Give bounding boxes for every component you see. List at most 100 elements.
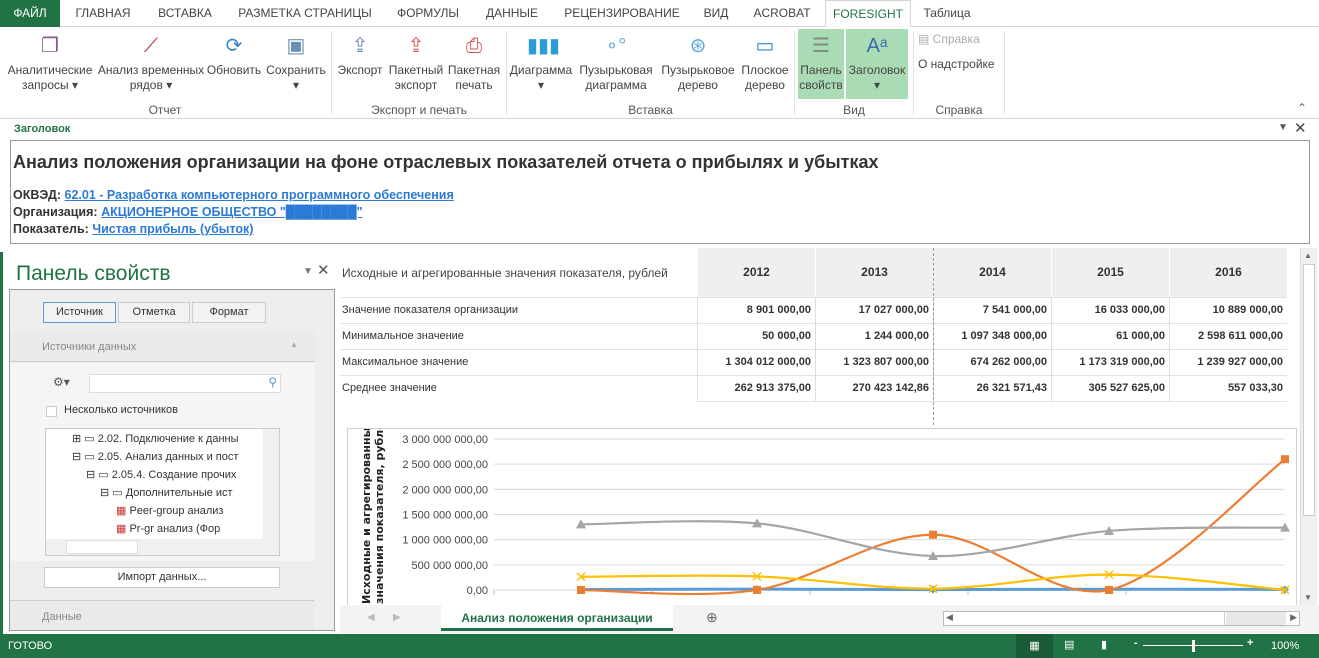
tab-acrobat[interactable]: ACROBAT — [753, 6, 811, 20]
tab-source[interactable]: Источник — [43, 302, 116, 323]
panel-title: Панель свойств — [16, 262, 171, 285]
multi-source-label: Несколько источников — [64, 404, 178, 416]
tree-item[interactable]: ⊞ ▭ 2.02. Подключение к данны — [72, 433, 239, 445]
bubble-tree-button[interactable]: ⊛ Пузырьковое дерево — [661, 35, 735, 92]
data-point — [752, 518, 762, 528]
tree-vscrollbar[interactable] — [263, 429, 279, 539]
multi-source-checkbox[interactable] — [46, 406, 57, 417]
time-series-button[interactable]: ⟋ Анализ временных рядов ▾ — [97, 35, 205, 92]
collapse-ribbon-icon[interactable]: ⌃ — [1296, 101, 1307, 115]
help-icon: ▤ — [918, 32, 933, 46]
source-tree: ⊞ ▭ 2.02. Подключение к данны ⊟ ▭ 2.05. … — [45, 428, 280, 556]
tab-page-layout[interactable]: РАЗМЕТКА СТРАНИЦЫ — [238, 6, 372, 20]
section-data[interactable]: Данные — [10, 600, 314, 630]
table-cell: 674 262 000,00 — [933, 349, 1051, 375]
tree-item[interactable]: ⊟ ▭ 2.05.4. Создание прочих — [86, 469, 237, 481]
chart[interactable]: 0,00 500 000 000,00 1 000 000 000,00 1 500 … — [347, 428, 1297, 608]
line-chart: 0,00 500 000 000,00 1 000 000 000,00 1 500 … — [360, 429, 1290, 604]
tab-format[interactable]: Формат — [192, 302, 266, 323]
bubble-chart-button[interactable]: ∘° Пузырьковая диаграмма — [579, 35, 653, 92]
scroll-thumb[interactable] — [957, 612, 1225, 625]
zoom-in-button[interactable]: + — [1247, 637, 1254, 649]
tree-item[interactable]: ⊟ ▭ 2.05. Анализ данных и пост — [72, 451, 239, 463]
batch-export-button[interactable]: ⇪ Пакетный экспорт — [388, 35, 444, 92]
print-button[interactable]: ⎙ Пакетная печать — [447, 35, 501, 92]
export-button[interactable]: ⇪ Экспорт — [337, 35, 383, 77]
pane-menu-icon[interactable]: ▼ — [1278, 122, 1288, 133]
org-link[interactable]: АКЦИОНЕРНОЕ ОБЩЕСТВО "████████" — [101, 205, 363, 219]
tab-review[interactable]: РЕЦЕНЗИРОВАНИЕ — [564, 6, 680, 20]
table-cell: 1 239 927 000,00 — [1169, 349, 1287, 375]
title-button[interactable]: Aᵃ Заголовок ▾ — [846, 29, 908, 99]
year-header: 2012 — [697, 248, 815, 297]
next-sheet-icon[interactable]: ▶ — [393, 612, 401, 623]
tree-item[interactable]: ▦ Pr-gr анализ (Фор — [116, 523, 221, 535]
zoom-level[interactable]: 100% — [1271, 640, 1300, 652]
y-tick-label: 2 500 000 000,00 — [402, 459, 488, 471]
tab-formulas[interactable]: ФОРМУЛЫ — [396, 6, 460, 20]
data-point — [1281, 455, 1289, 464]
tree-item[interactable]: ⊟ ▭ Дополнительные ист — [100, 487, 233, 499]
properties-panel-button[interactable]: ☰ Панель свойств — [798, 29, 844, 99]
horizontal-scrollbar[interactable]: ◀ ▶ — [943, 611, 1300, 626]
tree-item[interactable]: ▦ Peer-group анализ — [116, 505, 224, 517]
table-row — [340, 349, 1287, 375]
y-tick-label: 2 000 000 000,00 — [402, 484, 488, 496]
prev-sheet-icon[interactable]: ◀ — [367, 612, 375, 623]
row-label: Значение показателя организации — [342, 304, 519, 316]
table-cell: 8 901 000,00 — [697, 297, 815, 323]
windows-button[interactable]: ❐ Аналитические запросы ▾ — [7, 35, 93, 92]
data-point — [929, 530, 937, 539]
flat-tree-button[interactable]: ▭ Плоское дерево — [741, 35, 789, 92]
batch-export-icon: ⇪ — [407, 35, 425, 57]
windows-icon: ❐ — [41, 35, 59, 57]
bar-chart-button[interactable]: ▮▮▮ Диаграмма ▾ — [509, 35, 573, 92]
header-pane-title: Заголовок — [14, 123, 71, 135]
tab-mark[interactable]: Отметка — [118, 302, 190, 323]
ribbon-tabs: ФАЙЛ ГЛАВНАЯ ВСТАВКА РАЗМЕТКА СТРАНИЦЫ Ф… — [0, 0, 1319, 28]
divider — [913, 31, 914, 115]
add-sheet-icon[interactable]: ⊕ — [706, 609, 718, 625]
data-point — [1104, 525, 1114, 535]
tab-view[interactable]: ВИД — [703, 6, 729, 20]
tab-foresight[interactable]: FORESIGHT — [825, 0, 911, 28]
indicator-label: Показатель: — [13, 222, 89, 236]
page-break-view-icon[interactable]: ▮ — [1101, 639, 1108, 651]
row-label: Среднее значение — [342, 382, 437, 394]
tab-home[interactable]: ГЛАВНАЯ — [75, 6, 131, 20]
title-icon: Aᵃ — [866, 35, 888, 57]
save-button[interactable]: ▣ Сохранить ▾ — [266, 35, 326, 92]
divider — [331, 31, 332, 115]
okved-link[interactable]: 62.01 - Разработка компьютерного програм… — [64, 188, 454, 202]
zoom-slider-thumb[interactable] — [1192, 640, 1195, 652]
tab-file[interactable]: ФАЙЛ — [0, 0, 60, 27]
tab-insert[interactable]: ВСТАВКА — [158, 6, 212, 20]
vertical-scrollbar[interactable]: ▲ ▼ — [1300, 248, 1317, 605]
normal-view-icon[interactable]: ▦ — [1016, 634, 1053, 658]
data-point — [1280, 522, 1290, 532]
table-cell: 1 304 012 000,00 — [697, 349, 815, 375]
data-point — [1280, 585, 1290, 595]
refresh-button[interactable]: ⟳ Обновить — [206, 35, 262, 77]
panel-menu-icon[interactable]: ▼ — [303, 266, 313, 277]
zoom-out-button[interactable]: - — [1134, 637, 1138, 649]
panel-close-icon[interactable]: ✕ — [317, 262, 330, 279]
close-icon[interactable]: ✕ — [1294, 120, 1307, 137]
search-input[interactable]: ⚲ — [89, 374, 281, 393]
about-button[interactable]: О надстройке — [918, 57, 995, 71]
section-data-sources[interactable]: Источники данных ▲ — [10, 332, 315, 362]
tree-hscrollbar[interactable] — [46, 539, 279, 555]
indicator-link[interactable]: Чистая прибыль (убыток) — [92, 222, 254, 236]
help-button[interactable]: ▤ Справка — [918, 32, 980, 46]
sheet-tab[interactable]: Анализ положения организации — [441, 605, 673, 631]
import-data-button[interactable]: Импорт данных... — [44, 567, 280, 588]
org-label: Организация: — [13, 205, 98, 219]
search-icon[interactable]: ⚲ — [268, 375, 277, 389]
settings-gear-icon[interactable]: ⚙▾ — [53, 375, 70, 389]
scroll-thumb[interactable] — [1303, 264, 1315, 516]
tab-table[interactable]: Таблица — [923, 6, 971, 20]
tab-data[interactable]: ДАННЫЕ — [485, 6, 539, 20]
row-label: Минимальное значение — [342, 330, 464, 342]
table-row — [340, 297, 1287, 323]
page-layout-view-icon[interactable]: ▤ — [1064, 639, 1075, 651]
